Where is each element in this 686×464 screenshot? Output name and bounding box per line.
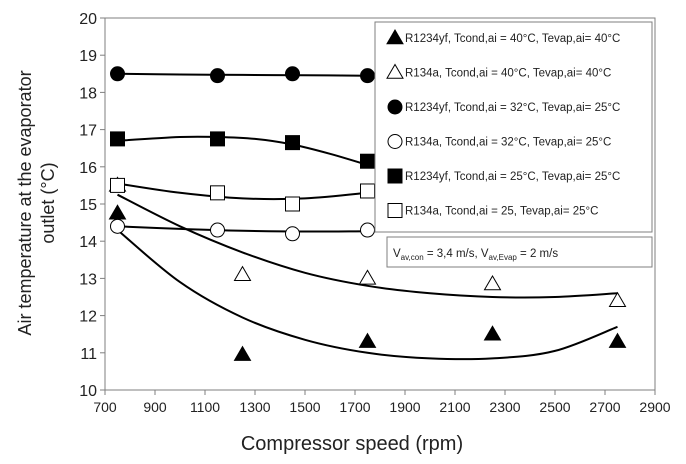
trend-line xyxy=(117,135,368,166)
trend-lines xyxy=(116,72,618,361)
y-tick-label: 18 xyxy=(79,85,97,102)
annotation-text: Vav,con = 3,4 m/s, Vav,Evap = 2 m/s xyxy=(393,248,558,262)
trend-line xyxy=(116,229,618,361)
annotation-v1-value: = 3,4 m/s, xyxy=(424,248,481,260)
data-point xyxy=(110,177,125,193)
data-markers xyxy=(108,66,627,361)
legend-box xyxy=(374,21,653,233)
x-tick-label: 2100 xyxy=(439,399,470,415)
x-tick-label: 1700 xyxy=(339,399,370,415)
x-tick-label: 1900 xyxy=(389,399,420,415)
trend-line xyxy=(117,182,368,201)
data-point xyxy=(483,325,502,341)
data-point xyxy=(360,183,375,199)
trend-line xyxy=(117,72,368,77)
data-point xyxy=(233,265,252,281)
data-point xyxy=(285,135,300,151)
x-tick-label: 1300 xyxy=(239,399,270,415)
legend-label: R1234yf, Tcond,ai = 25°C, Tevap,ai= 25°C xyxy=(405,171,620,183)
y-axis: 10 11 12 13 14 15 16 17 18 19 20 xyxy=(79,11,105,400)
data-point xyxy=(608,291,627,307)
legend-label: R134a, Tcond,ai = 40°C, Tevap,ai= 40°C xyxy=(405,68,611,80)
legend-label: R134a, Tcond,ai = 32°C, Tevap,ai= 25°C xyxy=(405,137,611,149)
y-tick-label: 12 xyxy=(79,309,97,326)
x-tick-label: 2500 xyxy=(539,399,570,415)
annotation-frame xyxy=(386,236,653,268)
trend-line xyxy=(117,225,368,233)
data-point xyxy=(360,222,375,238)
data-point xyxy=(483,274,502,291)
data-point xyxy=(358,269,377,285)
legend-label: R1234yf, Tcond,ai = 32°C, Tevap,ai= 25°C xyxy=(405,102,620,114)
legend: R1234yf, Tcond,ai = 40°C, Tevap,ai= 40°C… xyxy=(374,21,653,233)
y-tick-label: 19 xyxy=(79,48,97,65)
y-tick-label: 14 xyxy=(79,234,97,251)
y-axis-title-line-2: outlet (°C) xyxy=(38,162,58,243)
x-tick-label: 2900 xyxy=(639,399,670,415)
annotation-v1-sub: av,con xyxy=(401,253,424,262)
trend-line xyxy=(117,193,618,299)
legend-marker xyxy=(387,203,403,218)
data-point xyxy=(360,153,375,169)
data-point xyxy=(358,332,377,348)
y-tick-label: 10 xyxy=(79,383,97,400)
y-tick-label: 20 xyxy=(79,11,97,28)
y-axis-title: Air temperature at the evaporator outlet… xyxy=(15,70,58,335)
data-point xyxy=(285,196,300,212)
y-tick-label: 17 xyxy=(79,123,97,140)
data-point xyxy=(110,66,125,82)
annotation-box: Vav,con = 3,4 m/s, Vav,Evap = 2 m/s xyxy=(386,236,653,268)
data-point xyxy=(285,66,300,82)
x-axis-title: Compressor speed (rpm) xyxy=(241,433,463,455)
data-point xyxy=(210,131,225,147)
legend-marker xyxy=(387,134,403,149)
annotation-v1: V xyxy=(393,248,401,260)
x-tick-label: 2300 xyxy=(489,399,520,415)
legend-label: R134a, Tcond,ai = 25, Tevap,ai= 25°C xyxy=(405,206,598,218)
x-axis: 700 900 1100 1300 1500 1700 1900 2100 2300 2500 27… xyxy=(93,390,671,415)
y-tick-label: 16 xyxy=(79,160,97,177)
annotation-v2: V xyxy=(481,248,489,260)
legend-marker xyxy=(387,168,403,184)
y-axis-title-line-1: Air temperature at the evaporator xyxy=(15,70,35,335)
y-tick-label: 13 xyxy=(79,271,97,288)
x-tick-label: 2700 xyxy=(589,399,620,415)
legend-marker xyxy=(387,99,403,115)
data-point xyxy=(210,68,225,84)
data-point xyxy=(210,185,225,201)
x-tick-label: 1100 xyxy=(190,399,220,415)
y-tick-label: 11 xyxy=(80,346,97,363)
x-tick-label: 1500 xyxy=(289,399,320,415)
data-point xyxy=(110,218,125,234)
legend-marker xyxy=(386,63,404,79)
data-point xyxy=(285,226,300,242)
legend-label: R1234yf, Tcond,ai = 40°C, Tevap,ai= 40°C xyxy=(405,33,620,45)
data-point xyxy=(110,131,125,147)
x-tick-label: 700 xyxy=(93,399,117,415)
annotation-v2-sub: av,Evap xyxy=(489,253,518,262)
data-point xyxy=(210,222,225,238)
legend-marker xyxy=(386,29,404,45)
data-point xyxy=(360,68,375,84)
y-tick-label: 15 xyxy=(79,197,97,214)
x-tick-label: 900 xyxy=(143,399,167,415)
annotation-v2-value: = 2 m/s xyxy=(517,248,558,260)
data-point xyxy=(608,332,627,348)
data-point xyxy=(233,345,252,361)
